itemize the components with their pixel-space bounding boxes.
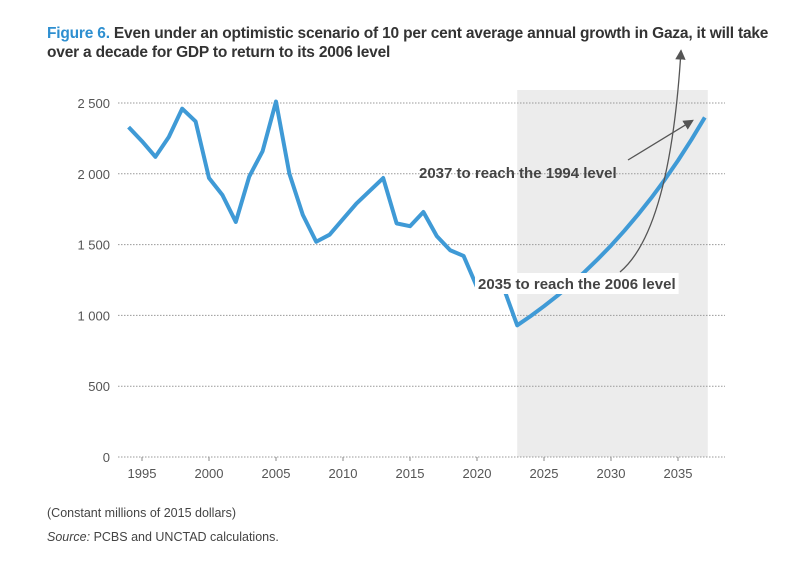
x-tick-label: 2000 <box>195 466 224 481</box>
y-tick-label: 2 000 <box>77 167 110 182</box>
y-tick-label: 500 <box>88 379 110 394</box>
y-tick-label: 1 000 <box>77 308 110 323</box>
x-tick-label: 2030 <box>597 466 626 481</box>
source-note: Source: PCBS and UNCTAD calculations. <box>47 530 279 544</box>
annotation-label: 2035 to reach the 2006 level <box>478 276 676 293</box>
y-tick-label: 2 500 <box>77 96 110 111</box>
x-tick-label: 2020 <box>463 466 492 481</box>
x-tick-label: 1995 <box>128 466 157 481</box>
gdp-series-line <box>127 99 707 328</box>
annotation-label: 2037 to reach the 1994 level <box>419 165 617 182</box>
annotation-arrow <box>619 49 686 273</box>
x-tick-label: 2010 <box>329 466 358 481</box>
chart-title: Figure 6. Even under an optimistic scena… <box>47 24 787 62</box>
figure-label: Figure 6. <box>47 25 110 42</box>
title-text: Even under an optimistic scenario of 10 … <box>47 25 769 61</box>
x-tick-label: 2035 <box>664 466 693 481</box>
x-tick-label: 2005 <box>262 466 291 481</box>
source-text: PCBS and UNCTAD calculations. <box>90 530 279 544</box>
source-label: Source: <box>47 530 91 544</box>
annotation-arrow <box>627 119 694 161</box>
annotation-background <box>475 273 679 294</box>
x-tick-label: 2015 <box>396 466 425 481</box>
y-tick-label: 0 <box>103 450 110 465</box>
units-note: (Constant millions of 2015 dollars) <box>47 506 236 520</box>
x-tick-label: 2025 <box>530 466 559 481</box>
line-chart: 0 500 1 000 1 500 2 000 2 500 1995 2000 2005 2010… <box>77 49 725 481</box>
y-tick-label: 1 500 <box>77 238 110 253</box>
